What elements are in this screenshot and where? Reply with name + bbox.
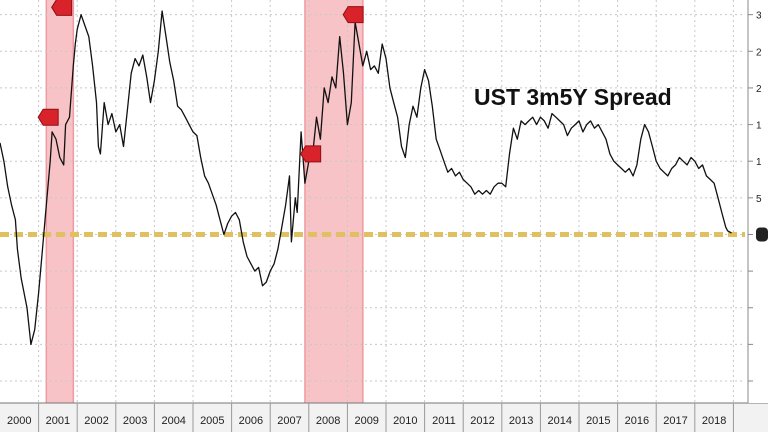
series-line-1 [0, 10, 732, 346]
x-tick-label: 2009 [354, 415, 378, 427]
x-tick-label: 2016 [625, 415, 649, 427]
x-tick-label: 2006 [239, 415, 263, 427]
x-tick-label: 2018 [702, 415, 726, 427]
x-tick-label: 2008 [316, 415, 340, 427]
x-tick-label: 2015 [586, 415, 610, 427]
x-axis-band [0, 403, 768, 432]
y-axis-band [748, 0, 768, 403]
x-axis: 2000 2001 2002 2003 2004 2005 2006 2007 2008 2009… [0, 402, 768, 432]
peak-marker-2 [37, 108, 59, 126]
x-tick-label: 2000 [7, 415, 31, 427]
x-tick-label: 2005 [200, 415, 224, 427]
recession-band-2 [304, 0, 363, 403]
x-tick-label: 2012 [470, 415, 494, 427]
chart-title: UST 3m5Y Spread [474, 84, 672, 110]
x-tick-label: 2004 [161, 415, 185, 427]
y-tick-label: 2 [756, 47, 762, 58]
x-tick-label: 2003 [123, 415, 147, 427]
x-tick-label: 2001 [46, 415, 70, 427]
last-value-tag [756, 227, 768, 242]
y-tick-label: 1 [756, 157, 762, 168]
y-tick-label: 2 [756, 84, 762, 95]
y-axis: 5 1 1 2 2 3 [747, 0, 768, 403]
y-tick-label: 1 [756, 121, 762, 132]
y-tick-label: 5 [756, 194, 762, 205]
x-tick-label: 2007 [277, 415, 301, 427]
y-tick-label: 3 [756, 11, 762, 22]
recession-bands [45, 0, 364, 403]
series-lines [0, 10, 732, 346]
x-tick-label: 2014 [547, 415, 571, 427]
recession-band-1 [46, 0, 74, 403]
peak-marker-4 [342, 6, 364, 24]
x-tick-label: 2002 [84, 415, 108, 427]
x-tick-label: 2011 [432, 415, 456, 427]
peak-marker-1 [51, 0, 73, 16]
peak-marker-3 [300, 145, 322, 163]
grid-lines [0, 0, 745, 403]
x-tick-label: 2010 [393, 415, 417, 427]
x-tick-label: 2017 [663, 415, 687, 427]
peak-markers [37, 0, 364, 163]
x-tick-label: 2013 [509, 415, 533, 427]
